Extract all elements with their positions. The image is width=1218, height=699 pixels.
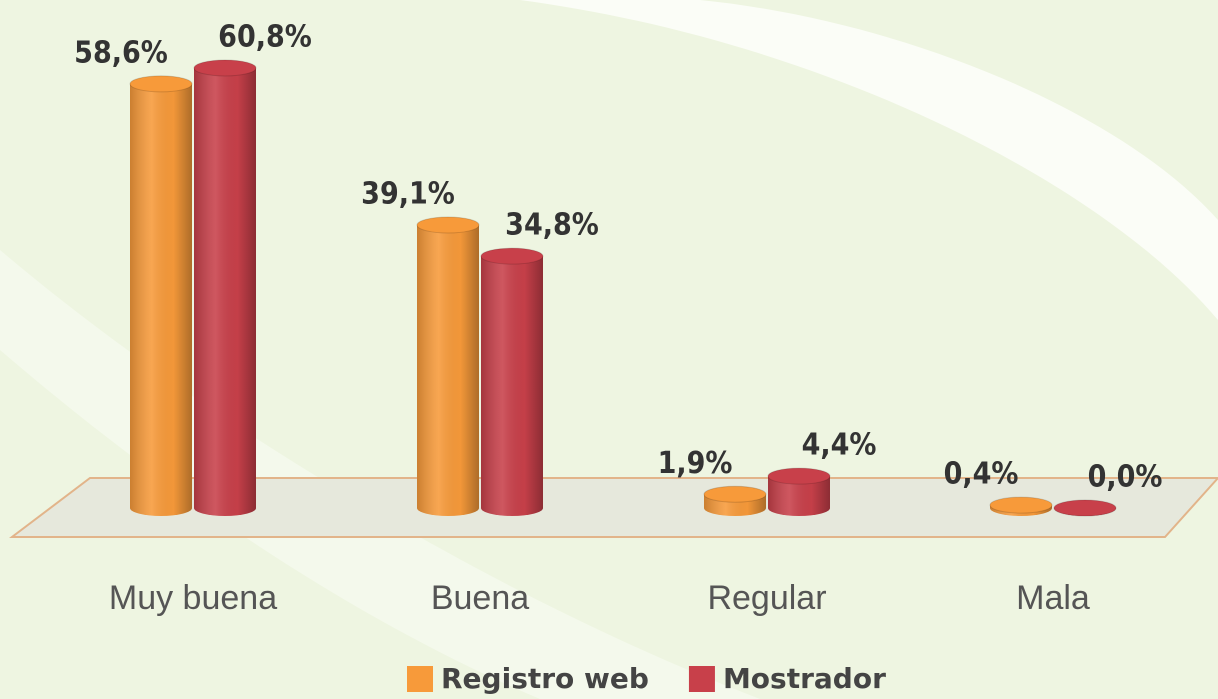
data-label: 4,4% [802, 428, 877, 463]
data-label: 34,8% [505, 208, 599, 243]
legend-label: Registro web [441, 662, 649, 695]
x-tick-label: Muy buena [109, 579, 277, 617]
legend-swatch [688, 666, 715, 692]
bar [416, 216, 480, 516]
bar-top [767, 467, 831, 485]
bar-top [989, 496, 1053, 514]
bar-shade [194, 68, 256, 516]
bar-shade [130, 83, 192, 516]
data-label: 58,6% [74, 35, 168, 70]
bar [1053, 499, 1117, 517]
bar [989, 496, 1053, 516]
bar-top [1053, 499, 1117, 517]
bar [480, 247, 544, 516]
bar-top [193, 59, 257, 77]
data-label: 1,9% [658, 446, 733, 481]
data-label: 0,0% [1088, 460, 1163, 495]
swoosh [520, 0, 1218, 320]
legend-swatch [407, 666, 433, 692]
data-label: 60,8% [218, 20, 312, 55]
bar [129, 75, 193, 516]
bar [193, 59, 257, 516]
bar-top [416, 216, 480, 234]
x-tick-label: Buena [431, 579, 529, 617]
floor [9, 477, 1218, 538]
data-label: 0,4% [944, 457, 1019, 492]
x-tick-label: Regular [707, 579, 826, 617]
data-label: 39,1% [361, 177, 455, 212]
bar-top [129, 75, 193, 93]
bar [703, 485, 767, 516]
bar-shade [768, 476, 830, 516]
bar-top [703, 485, 767, 503]
legend-label: Mostrador [723, 662, 886, 695]
bar-shade [417, 225, 479, 516]
bar [767, 467, 831, 516]
bar-top [480, 247, 544, 265]
bar-shade [481, 256, 543, 516]
swoosh [0, 250, 760, 699]
x-tick-label: Mala [1016, 579, 1090, 617]
